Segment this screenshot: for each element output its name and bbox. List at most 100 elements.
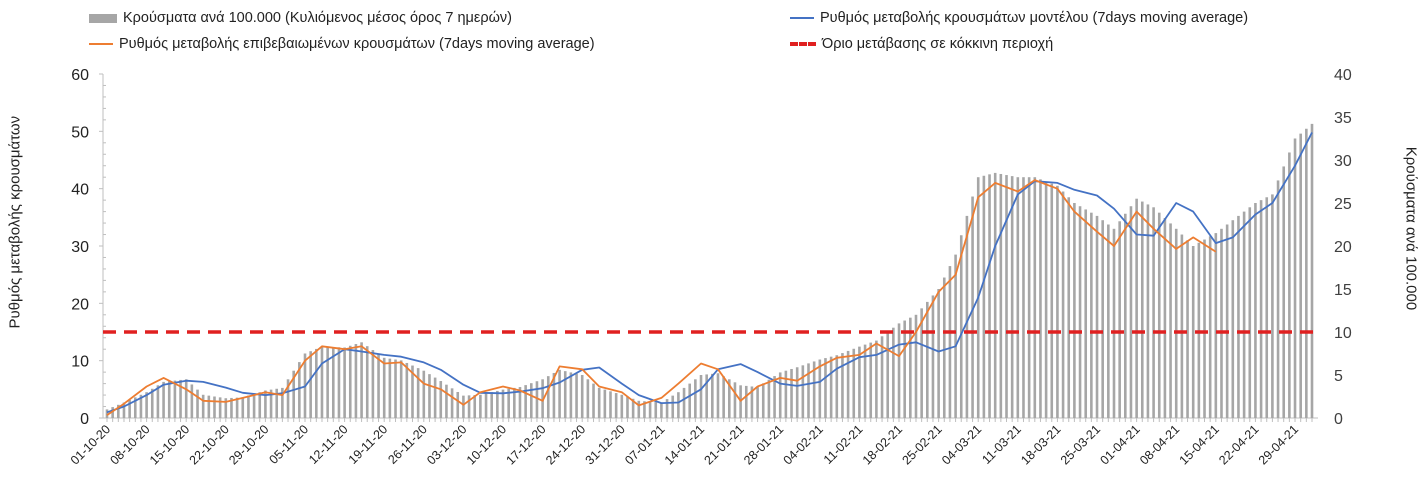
bar bbox=[807, 363, 810, 418]
bar bbox=[1203, 239, 1206, 418]
confirmed-rate-line bbox=[106, 179, 1217, 416]
bar bbox=[467, 395, 471, 418]
bar bbox=[546, 376, 550, 418]
bar bbox=[1293, 138, 1297, 418]
bar bbox=[818, 359, 822, 418]
bar bbox=[931, 295, 935, 418]
bar bbox=[394, 359, 397, 418]
bar bbox=[377, 353, 380, 418]
bar bbox=[450, 388, 454, 418]
bar bbox=[852, 348, 856, 418]
bar bbox=[609, 391, 612, 418]
bar bbox=[682, 387, 686, 418]
bar bbox=[999, 173, 1003, 418]
bar bbox=[1073, 203, 1076, 418]
bar bbox=[315, 348, 318, 418]
bar bbox=[1163, 218, 1167, 418]
bar bbox=[1186, 240, 1189, 418]
x-tick-label: 04-03-21 bbox=[939, 422, 984, 467]
legend-model-swatch bbox=[790, 17, 814, 19]
bar bbox=[518, 387, 522, 418]
bar bbox=[569, 372, 573, 418]
bar bbox=[903, 320, 906, 418]
legend-bars-label: Κρούσματα ανά 100.000 (Κυλιόμενος μέσος … bbox=[123, 10, 513, 26]
bar bbox=[201, 394, 205, 418]
bar bbox=[331, 347, 335, 418]
bar bbox=[388, 358, 392, 418]
bar bbox=[1090, 212, 1093, 418]
bar bbox=[382, 357, 386, 418]
bar bbox=[416, 368, 420, 418]
bar bbox=[139, 394, 143, 418]
bar bbox=[196, 389, 199, 418]
bar bbox=[128, 399, 131, 418]
bar bbox=[309, 351, 312, 418]
bar bbox=[863, 344, 867, 418]
x-tick-label: 01-10-20 bbox=[68, 422, 113, 467]
bar bbox=[490, 392, 493, 418]
bar bbox=[365, 346, 369, 418]
bar bbox=[971, 196, 974, 418]
bar bbox=[150, 388, 154, 418]
bar bbox=[733, 382, 737, 418]
legend-bars: Κρούσματα ανά 100.000 (Κυλιόμενος μέσος … bbox=[89, 10, 512, 26]
bar bbox=[558, 369, 561, 418]
bar bbox=[1254, 203, 1257, 418]
bar bbox=[535, 381, 539, 418]
bar bbox=[445, 384, 448, 418]
bar bbox=[320, 346, 324, 418]
y-right-tick-label: 25 bbox=[1334, 196, 1352, 213]
bar bbox=[959, 235, 963, 418]
legend-model-label: Ρυθμός μεταβολής κρουσμάτων μοντέλου (7d… bbox=[820, 10, 1249, 26]
bar bbox=[252, 393, 256, 418]
bar bbox=[184, 379, 188, 418]
y-right-tick-label: 15 bbox=[1334, 282, 1352, 299]
bar bbox=[750, 386, 754, 418]
bar bbox=[892, 327, 895, 418]
bar bbox=[422, 370, 426, 418]
bar bbox=[513, 387, 516, 418]
bar bbox=[620, 394, 624, 418]
bar bbox=[1174, 228, 1178, 418]
bar bbox=[1022, 177, 1025, 418]
bar bbox=[156, 385, 160, 418]
bar bbox=[886, 332, 890, 418]
bar bbox=[411, 365, 414, 418]
bar bbox=[858, 346, 861, 418]
bar bbox=[829, 356, 833, 418]
bar bbox=[1061, 191, 1065, 418]
bar bbox=[875, 340, 878, 418]
bar bbox=[348, 345, 352, 418]
x-tick-label: 11-03-21 bbox=[979, 422, 1024, 467]
bar bbox=[1129, 206, 1133, 418]
y-left-tick-label: 50 bbox=[71, 124, 89, 141]
bar bbox=[360, 342, 363, 418]
bar bbox=[507, 388, 510, 418]
bar bbox=[1305, 128, 1308, 418]
bar bbox=[942, 277, 946, 418]
bar bbox=[111, 407, 114, 418]
y-right-tick-label: 0 bbox=[1334, 411, 1343, 428]
bar bbox=[145, 392, 148, 418]
bar bbox=[1214, 233, 1218, 418]
x-tick-label: 10-12-20 bbox=[464, 422, 509, 467]
bar bbox=[1276, 180, 1280, 418]
bar bbox=[637, 400, 641, 418]
x-tick-label: 15-10-20 bbox=[147, 422, 192, 467]
bar bbox=[784, 370, 788, 418]
bar bbox=[982, 175, 986, 418]
x-tick-label: 08-10-20 bbox=[107, 422, 152, 467]
bar bbox=[1180, 234, 1184, 418]
bar bbox=[926, 301, 929, 418]
bar bbox=[524, 385, 527, 418]
bar bbox=[281, 387, 284, 418]
bar bbox=[812, 361, 816, 418]
bar bbox=[354, 344, 358, 418]
bar bbox=[501, 389, 505, 418]
bar bbox=[162, 381, 165, 418]
x-tick-label: 25-03-21 bbox=[1058, 422, 1103, 467]
legend-model: Ρυθμός μεταβολής κρουσμάτων μοντέλου (7d… bbox=[790, 10, 1248, 26]
bar bbox=[1157, 212, 1161, 418]
x-tick-label: 04-02-21 bbox=[781, 422, 826, 467]
x-tick-label: 03-12-20 bbox=[424, 422, 469, 467]
